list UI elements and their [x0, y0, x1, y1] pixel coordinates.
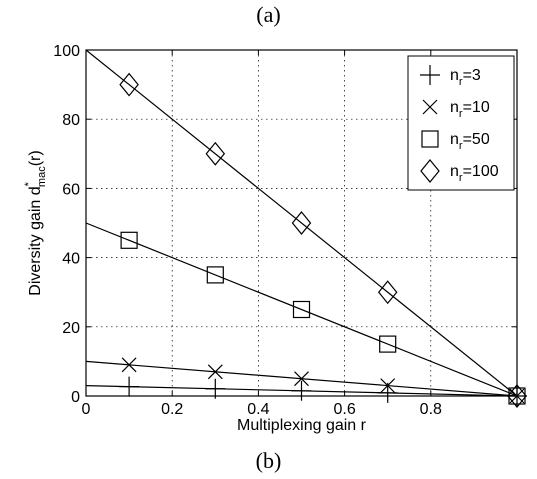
- y-tick-label: 60: [62, 181, 80, 198]
- figure-caption-top: (a): [256, 2, 281, 27]
- data-point-plus: [119, 376, 140, 397]
- legend-label: nr=100: [450, 163, 499, 184]
- series-markers: [119, 72, 527, 408]
- legend-marker-diamond: [420, 159, 440, 183]
- x-axis-label: Multiplexing gain r: [237, 417, 367, 434]
- data-point-x: [207, 364, 223, 380]
- legend-label-part: r: [459, 140, 463, 152]
- y-axis-label-main: Diversity gain d: [27, 186, 44, 295]
- legend-label-part: =100: [463, 163, 499, 180]
- data-point-diamond: [377, 280, 398, 305]
- x-tick-label: 0.8: [420, 401, 442, 418]
- legend-box: [407, 55, 515, 191]
- legend-label-part: n: [450, 131, 459, 148]
- legend-label-part: =3: [463, 67, 481, 84]
- y-axis-label-subscript: mac: [36, 166, 48, 187]
- figure-caption-bottom: (b): [255, 448, 282, 473]
- y-axis-label-superscript: *: [23, 181, 35, 186]
- y-axis-label: Diversity gain d*mac(r): [23, 150, 48, 295]
- data-point-square: [379, 335, 397, 353]
- y-tick-label: 100: [53, 43, 80, 60]
- legend-marker-plus: [420, 65, 440, 85]
- data-point-plus: [291, 380, 312, 401]
- data-point-x: [121, 357, 137, 373]
- legend-label-part: =50: [463, 131, 490, 148]
- x-tick-label: 0.6: [333, 401, 355, 418]
- y-tick-label: 80: [62, 112, 80, 129]
- data-point-diamond: [507, 384, 527, 408]
- data-point-square: [292, 300, 311, 319]
- x-tick-label: 0.4: [247, 401, 269, 418]
- y-tick-label: 0: [71, 389, 80, 406]
- x-tick-label: 0: [82, 401, 91, 418]
- grid: [86, 50, 517, 396]
- legend-label-part: n: [450, 99, 459, 116]
- plot-frame: [85, 49, 518, 397]
- data-point-diamond: [205, 141, 226, 166]
- series-line-diamond: [85, 49, 518, 397]
- y-tick-label: 20: [62, 320, 80, 337]
- legend-label-part: n: [450, 163, 459, 180]
- legend-marker-x: [422, 99, 438, 115]
- legend-label-part: r: [459, 108, 463, 120]
- axis-ticks: 0 0.2 0.4 0.6 0.8 0 20 40 60 80 100: [53, 43, 517, 418]
- legend-label-part: =10: [463, 99, 490, 116]
- data-point-diamond: [291, 211, 312, 235]
- y-axis-label-suffix: (r): [27, 150, 44, 166]
- y-tick-label: 40: [62, 251, 80, 268]
- data-point-square: [206, 266, 224, 284]
- data-point-square: [120, 231, 138, 249]
- x-tick-label: 0.2: [161, 401, 183, 418]
- legend-label: nr=50: [450, 131, 490, 152]
- legend-marker-square: [421, 130, 439, 148]
- legend-label-part: n: [450, 67, 459, 84]
- legend-label-part: r: [459, 76, 463, 88]
- data-point-x: [294, 371, 309, 387]
- series-line-square: [85, 222, 518, 397]
- data-point-x: [380, 378, 396, 394]
- data-point-diamond: [119, 72, 139, 97]
- legend-label: nr=3: [450, 67, 481, 88]
- legend-label-part: r: [459, 172, 463, 184]
- legend-label: nr=10: [450, 99, 490, 120]
